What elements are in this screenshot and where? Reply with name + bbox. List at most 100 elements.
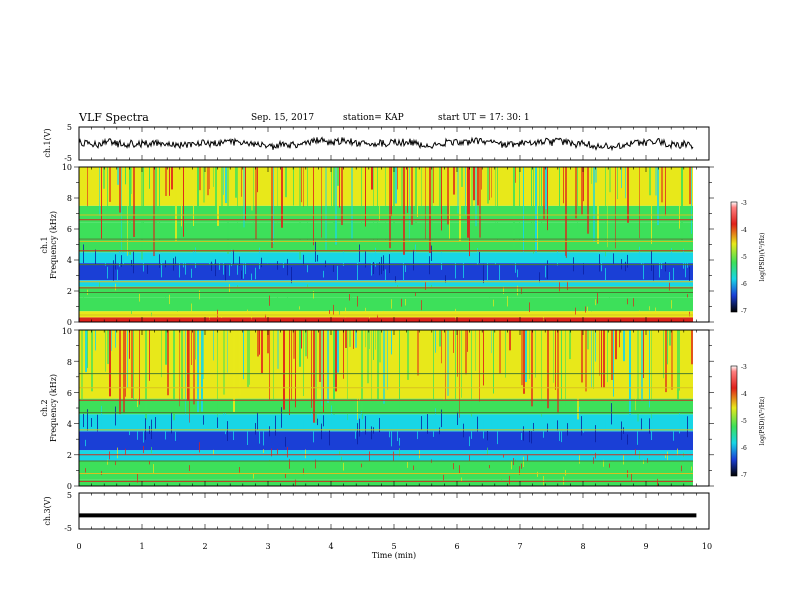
spectrogram-streak xyxy=(661,330,662,384)
spectrogram-streak xyxy=(339,309,340,315)
spectrogram-streak xyxy=(493,299,494,307)
spectrogram-streak xyxy=(157,417,158,432)
spectrogram-streak xyxy=(267,256,268,264)
spectrogram-streak xyxy=(213,256,214,265)
spectrogram-streak xyxy=(583,167,584,202)
spectrogram-streak xyxy=(455,330,456,401)
spectrogram-streak xyxy=(305,330,307,357)
spectrogram-streak xyxy=(639,246,640,261)
spectrogram-streak xyxy=(285,436,286,447)
ch2-cb-tick-m4: -4 xyxy=(741,391,747,398)
spectrogram-streak xyxy=(679,473,680,479)
spectrogram-streak xyxy=(185,256,186,275)
spectrogram-streak xyxy=(403,262,404,282)
spectrogram-streak xyxy=(593,167,595,243)
spectrogram-streak xyxy=(539,167,540,218)
spectrogram-streak xyxy=(509,475,510,485)
spectrogram-streak xyxy=(649,167,651,196)
spectrogram-streak xyxy=(161,257,162,278)
spectrogram-streak xyxy=(115,460,116,466)
spectrogram-streak xyxy=(635,449,636,455)
spectrogram-streak xyxy=(295,330,296,408)
spectrogram-streak xyxy=(643,300,644,311)
ch3-ytick-top: 5 xyxy=(67,491,72,500)
spectrogram-streak xyxy=(99,330,101,390)
spectrogram-streak xyxy=(227,421,228,442)
spectrogram-streak xyxy=(111,330,112,351)
spectrogram-streak xyxy=(613,253,614,264)
spectrogram-streak xyxy=(523,426,524,441)
spectrogram-streak xyxy=(495,167,496,238)
spectrogram-streak xyxy=(371,426,372,440)
spectrogram-streak xyxy=(511,460,512,470)
spectrogram-streak xyxy=(441,167,442,231)
spectrogram-streak xyxy=(497,423,498,445)
xtick-10: 10 xyxy=(702,542,712,551)
spectrogram-streak xyxy=(489,297,490,308)
spectrogram-streak xyxy=(233,330,235,412)
spectrogram-streak xyxy=(641,330,643,402)
spectrogram-streak xyxy=(627,434,628,445)
spectrogram-streak xyxy=(453,330,454,353)
spectrogram-streak xyxy=(167,330,169,396)
spectrogram-streak xyxy=(137,474,138,483)
spectrogram-streak xyxy=(119,330,121,414)
spectrogram-streak xyxy=(401,167,403,240)
spectrogram-band xyxy=(79,479,693,486)
spectrogram-streak xyxy=(101,167,102,239)
x-axis-label: Time (min) xyxy=(372,551,416,560)
spectrogram-streak xyxy=(521,330,523,386)
spectrogram-streak xyxy=(337,265,338,281)
spectrogram-streak xyxy=(689,167,691,205)
spectrogram-streak xyxy=(143,260,144,272)
spectrogram-streak xyxy=(401,298,402,307)
spectrogram-streak xyxy=(225,167,227,204)
ch2-ytick-10: 10 xyxy=(62,327,72,336)
spectrogram-streak xyxy=(307,264,308,273)
spectrogram-streak xyxy=(253,473,254,479)
spectrogram-streak xyxy=(515,459,516,469)
spectrogram-streak xyxy=(329,430,330,446)
spectrogram-streak xyxy=(547,260,548,280)
spectrogram-streak xyxy=(623,455,624,465)
spectrogram-streak xyxy=(529,330,530,380)
spectrogram-streak xyxy=(161,167,162,186)
spectrogram-streak xyxy=(129,167,131,255)
spectrogram-streak xyxy=(391,167,392,217)
spectrogram-streak xyxy=(415,292,416,296)
spectrogram-streak xyxy=(303,419,304,429)
spectrogram-streak xyxy=(131,309,132,314)
spectrogram-streak xyxy=(497,167,498,242)
spectrogram-streak xyxy=(277,167,278,251)
spectrogram-streak xyxy=(351,293,352,300)
spectrogram-streak xyxy=(437,330,439,365)
spectrogram-streak xyxy=(671,330,673,390)
spectrogram-streak xyxy=(349,416,350,431)
spectrogram-streak xyxy=(487,262,488,284)
spectrogram-streak xyxy=(103,167,105,189)
spectrogram-streak xyxy=(323,167,324,196)
spectrogram-streak xyxy=(421,167,422,220)
spectrogram-streak xyxy=(483,263,484,284)
spectrogram-streak xyxy=(273,167,274,244)
spectrogram-streak xyxy=(265,314,266,321)
spectrogram-streak xyxy=(179,297,180,305)
spectrogram-streak xyxy=(469,455,470,461)
spectrogram-streak xyxy=(477,416,478,432)
spectrogram-streak xyxy=(173,330,175,421)
spectrogram-streak xyxy=(577,167,578,229)
spectrogram-streak xyxy=(565,470,566,476)
ch1-cb-tick-m7: -7 xyxy=(741,308,747,315)
spectrogram-streak xyxy=(349,294,350,301)
spectrogram-streak xyxy=(547,330,549,409)
spectrogram-streak xyxy=(83,330,84,358)
spectrogram-streak xyxy=(193,167,194,226)
spectrogram-streak xyxy=(503,286,504,294)
spectrogram-streak xyxy=(313,291,314,299)
spectrogram-streak xyxy=(479,251,480,264)
spectrogram-streak xyxy=(191,268,192,278)
spectrogram-streak xyxy=(373,330,374,360)
spectrogram-streak xyxy=(193,330,195,405)
spectrogram-band xyxy=(79,297,693,312)
spectrogram-streak xyxy=(671,300,672,309)
